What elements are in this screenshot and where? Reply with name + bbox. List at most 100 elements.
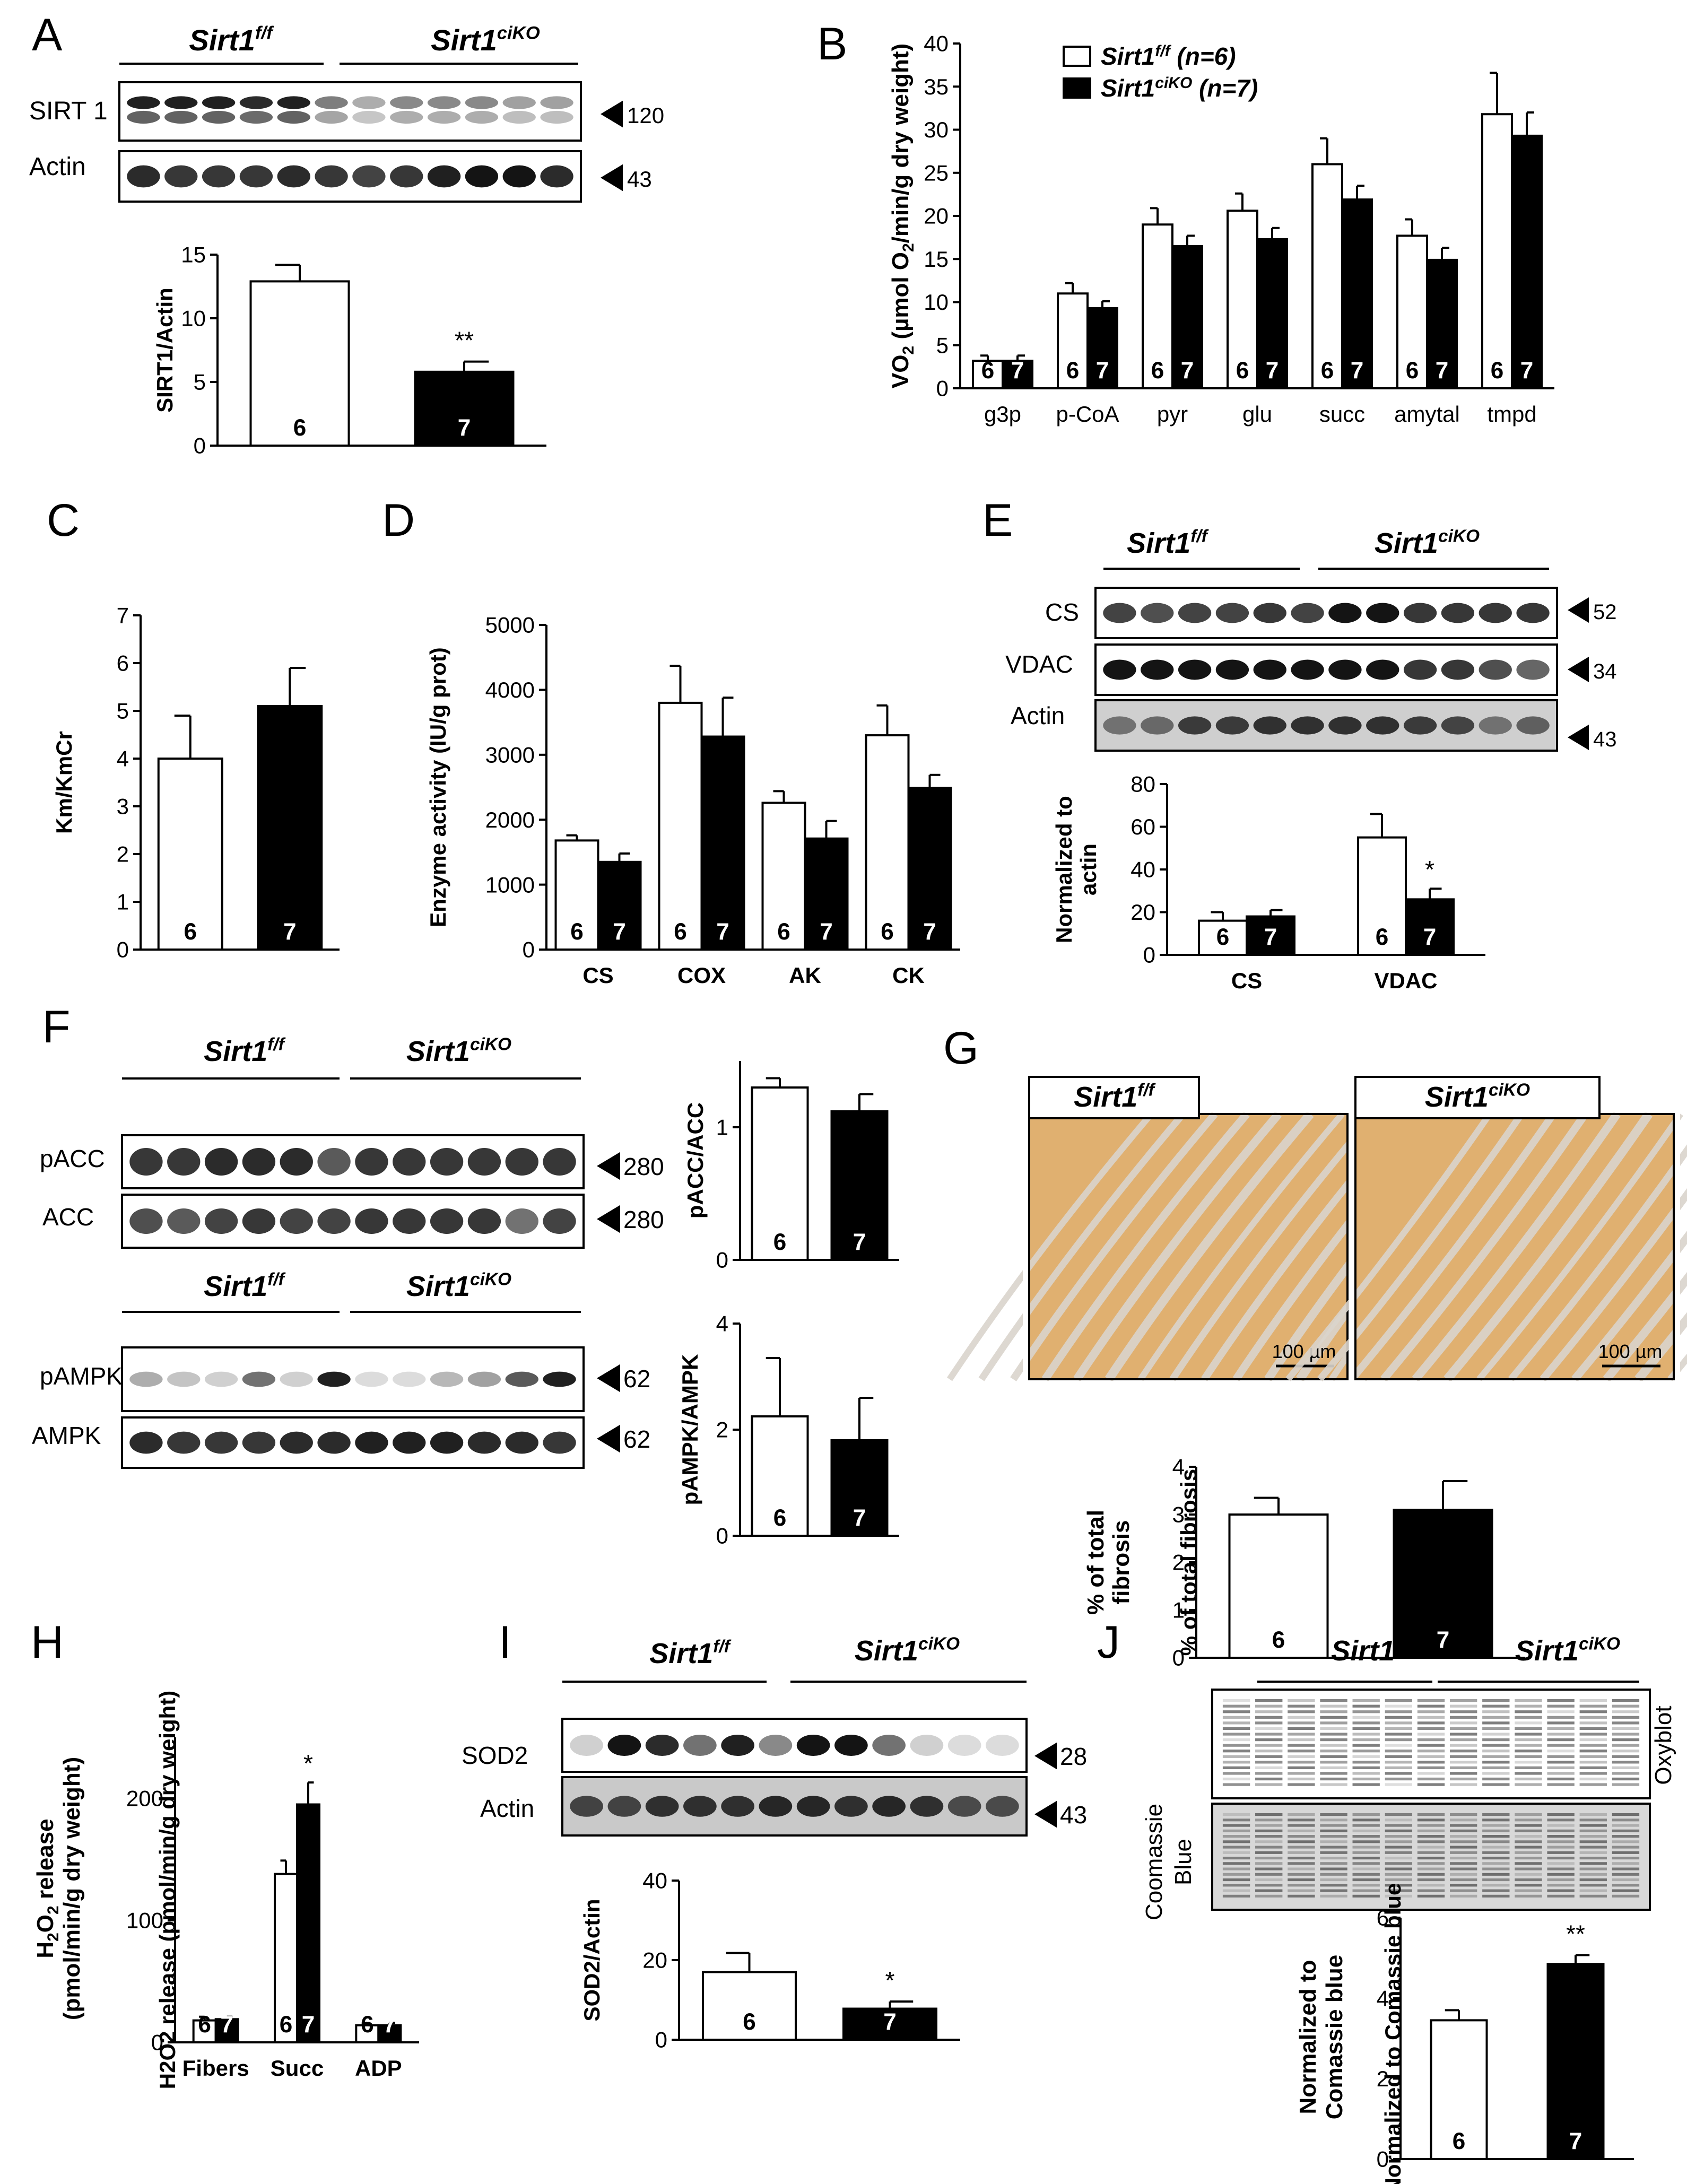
blot-band: [1449, 1813, 1477, 1816]
blot-band: [1255, 1889, 1283, 1892]
arrowhead-marker: [1034, 1742, 1057, 1770]
blot-band: [1352, 1894, 1380, 1898]
blot-band: [1482, 1857, 1510, 1860]
n-label: 7: [883, 2009, 897, 2035]
blot-band: [1291, 603, 1324, 623]
blot-band: [1449, 1857, 1477, 1860]
bar: [1426, 258, 1458, 389]
chart-G: 0 1 2 3 4% of total fibrosis 6 7: [1172, 1455, 1525, 1670]
y-tick-label: 100: [126, 1908, 163, 1933]
x-category-label: tmpd: [1487, 402, 1536, 427]
fiber-streak: [1412, 1111, 1621, 1382]
blot-band: [277, 165, 310, 188]
blot-band: [1352, 1710, 1380, 1713]
blot-band: [1579, 1738, 1607, 1742]
blot-band: [1215, 603, 1249, 623]
blot-band: [1215, 716, 1249, 735]
n-label: 6: [1321, 358, 1334, 384]
blot-band: [1482, 1894, 1510, 1898]
blot-band: [1449, 1738, 1477, 1742]
blot-band: [1449, 1867, 1477, 1870]
blot-band: [1612, 1889, 1640, 1892]
blot-band: [1449, 1710, 1477, 1713]
blot-band: [1320, 1867, 1347, 1870]
arrowhead-marker: [1568, 597, 1589, 623]
legend-swatch-ko: [1063, 77, 1091, 99]
blot-band: [1417, 1777, 1445, 1781]
blot-band: [1352, 1766, 1380, 1770]
fiber-streak: [1349, 1112, 1556, 1382]
blot-band: [1320, 1727, 1347, 1730]
blot-band: [1482, 1783, 1510, 1786]
blot-band: [1547, 1727, 1575, 1730]
blot-band: [1515, 1862, 1542, 1865]
blot-band: [1291, 716, 1324, 735]
blot-band: [1515, 1840, 1542, 1843]
blot-band: [1222, 1829, 1250, 1832]
blot-band: [1516, 659, 1550, 680]
blot-band: [1320, 1857, 1347, 1860]
y-tick-label: 20: [1131, 900, 1155, 925]
blot-band: [1288, 1704, 1315, 1708]
blot-band: [1479, 659, 1512, 680]
blot-band: [1385, 1873, 1413, 1876]
blot-band: [1222, 1851, 1250, 1854]
blot-band: [1441, 716, 1475, 735]
blot-band: [1515, 1721, 1542, 1725]
bar: [1430, 2019, 1488, 2160]
bar: [1405, 898, 1455, 956]
blot-band: [280, 1431, 313, 1454]
mw-label-43: 43: [627, 167, 652, 192]
blot-band: [1385, 1878, 1413, 1882]
bar: [249, 280, 350, 447]
blot-band: [1103, 659, 1136, 680]
blot-band: [393, 1148, 426, 1176]
bar: [700, 735, 745, 951]
blot-band: [1547, 1783, 1575, 1786]
blot-band: [1288, 1783, 1315, 1786]
blot-band: [1222, 1750, 1250, 1753]
blot-band: [1288, 1772, 1315, 1775]
blot-band: [1222, 1721, 1250, 1725]
genotype-label-ctrl: Sirt1f/f: [204, 1269, 286, 1302]
y-tick-label: 2000: [485, 807, 535, 832]
blot-band: [1352, 1835, 1380, 1838]
y-tick-label: 15: [181, 242, 206, 267]
blot-band: [315, 110, 348, 124]
blot-band: [1482, 1704, 1510, 1708]
blot-band: [1255, 1818, 1283, 1822]
blot-band: [1579, 1750, 1607, 1753]
blot-band: [1320, 1851, 1347, 1854]
blot-band: [607, 1735, 641, 1756]
blot-band: [1320, 1699, 1347, 1702]
blot-band: [1352, 1733, 1380, 1736]
blot-band: [1547, 1873, 1575, 1876]
blot-band: [1547, 1772, 1575, 1775]
blot-band: [1449, 1846, 1477, 1849]
blot-band: [1352, 1716, 1380, 1719]
mw-label-52: 52: [1593, 601, 1617, 624]
bar: [1228, 1513, 1329, 1659]
y-axis-label-line1: % of total: [1083, 1510, 1109, 1615]
blot-band: [1385, 1829, 1413, 1832]
blot-band: [1417, 1873, 1445, 1876]
blot-band: [1579, 1710, 1607, 1713]
bar: [257, 705, 323, 951]
blot-band: [280, 1371, 313, 1387]
blot-band: [1385, 1721, 1413, 1725]
bar: [830, 1439, 889, 1537]
y-tick-label: 2: [1172, 1550, 1185, 1575]
n-label: 7: [302, 2012, 315, 2038]
blot-band: [1547, 1761, 1575, 1764]
blot-band: [465, 165, 499, 188]
blot-band: [1579, 1744, 1607, 1747]
blot-band: [1579, 1716, 1607, 1719]
blot-band: [1482, 1835, 1510, 1838]
blot-band: [1288, 1818, 1315, 1822]
blot-band: [1579, 1704, 1607, 1708]
mw-label-120: 120: [627, 103, 664, 128]
genotype-label-ctrl: Sirt1f/f: [649, 1637, 732, 1669]
legend-label-ko: Sirt1ciKO (n=7): [1101, 74, 1258, 102]
blot-band: [1482, 1755, 1510, 1758]
blot-band: [1482, 1733, 1510, 1736]
